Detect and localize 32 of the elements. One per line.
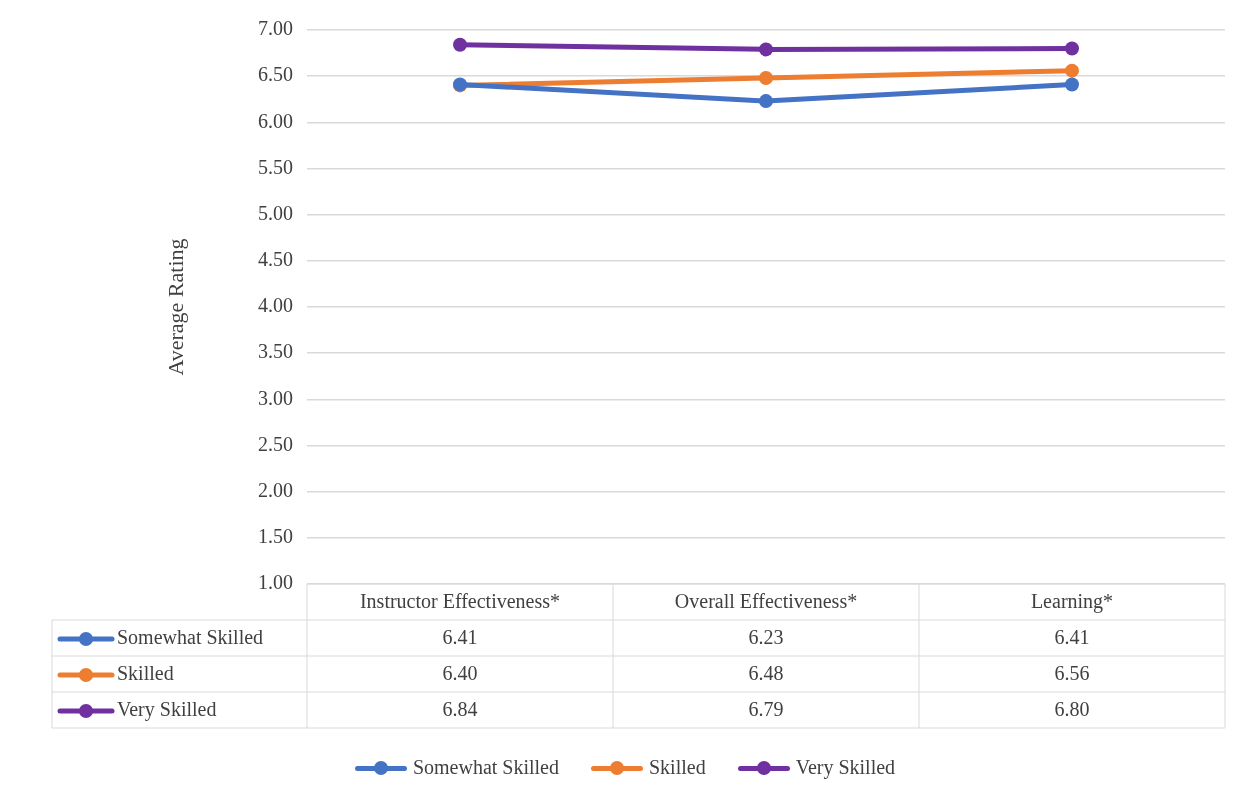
- y-tick-label: 4.50: [258, 248, 293, 271]
- x-tick-label: Learning*: [1030, 590, 1114, 614]
- legend-label: Very Skilled: [117, 698, 217, 722]
- data-label: 6.40: [442, 662, 478, 685]
- y-tick-label: 5.00: [258, 201, 293, 224]
- y-tick-label: 3.50: [258, 340, 293, 363]
- data-label: 6.48: [748, 662, 784, 685]
- x-tick-label: Overall Effectiveness*: [674, 590, 858, 613]
- y-tick-label: 2.50: [258, 432, 293, 455]
- y-tick-label: 7.00: [258, 17, 293, 40]
- text: Somewhat Skilled: [412, 756, 559, 778]
- y-tick-label: 5.50: [258, 155, 293, 178]
- legend-label: Somewhat Skilled: [117, 626, 264, 649]
- text: Very Skilled: [795, 756, 896, 778]
- y-tick-label: 2.00: [258, 478, 293, 501]
- data-label: 6.56: [1054, 662, 1090, 685]
- legend-label: Skilled: [117, 662, 174, 685]
- data-label: 6.79: [748, 698, 784, 721]
- data-label: 6.41: [1054, 626, 1090, 649]
- data-label: 6.84: [442, 698, 478, 721]
- y-tick-label: 4.00: [258, 294, 293, 317]
- data-label: 6.80: [1054, 698, 1090, 721]
- text: Skilled: [649, 756, 706, 778]
- y-tick-label: 6.50: [258, 63, 293, 86]
- x-tick-label: Instructor Effectiveness*: [359, 590, 561, 613]
- y-tick-label: 6.00: [258, 109, 293, 132]
- y-tick-label: 3.00: [258, 386, 293, 409]
- y-tick-label: 1.00: [258, 571, 293, 594]
- y-tick-label: 1.50: [258, 525, 293, 548]
- data-label: 6.23: [748, 626, 784, 649]
- data-label: 6.41: [442, 626, 478, 649]
- y-axis-title: Average Rating: [162, 238, 188, 376]
